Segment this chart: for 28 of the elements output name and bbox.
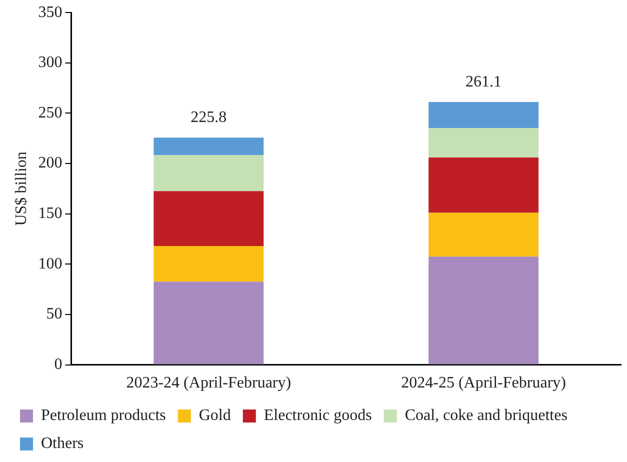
y-tick-label: 150: [38, 205, 62, 222]
bar: [428, 256, 539, 364]
legend-label: Petroleum products: [41, 407, 166, 424]
bar: [154, 138, 264, 155]
bar: [428, 102, 539, 128]
bar: [154, 246, 264, 282]
total-label: 261.1: [466, 73, 502, 90]
legend-label: Others: [41, 435, 84, 452]
y-tick-label: 100: [38, 255, 62, 272]
y-tick-label: 300: [38, 54, 62, 72]
legend-label: Coal, coke and briquettes: [404, 407, 568, 424]
total-label: 225.8: [190, 108, 227, 126]
bar: [154, 282, 264, 364]
bar: [428, 212, 539, 257]
legend-label: Gold: [198, 407, 231, 424]
bar: [154, 154, 264, 192]
bar: [428, 158, 539, 213]
y-tick-label: 0: [54, 356, 62, 374]
y-axis-title: US$ billion: [12, 152, 30, 226]
legend-label: Electronic goods: [264, 407, 372, 424]
y-tick-label: 50: [46, 306, 62, 323]
bar: [428, 128, 539, 158]
y-tick-label: 350: [38, 4, 62, 21]
x-tick-label: 2023-24 (April-February): [126, 374, 292, 392]
y-tick-label: 200: [38, 154, 62, 172]
bar: [154, 191, 264, 246]
y-tick-label: 250: [38, 104, 62, 122]
x-tick-label: 2024-25 (April-February): [401, 374, 566, 392]
